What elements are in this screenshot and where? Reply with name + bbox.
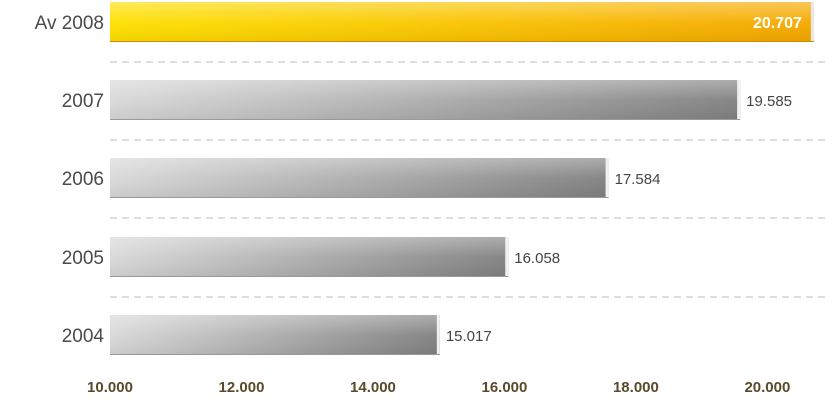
data-label: 16.058 bbox=[514, 250, 560, 267]
bar-shadow-edge bbox=[110, 41, 814, 42]
bars bbox=[110, 2, 814, 355]
data-label: 17.584 bbox=[615, 171, 661, 188]
bar-shadow-edge bbox=[110, 276, 509, 277]
labels: Av 2008 20.707 2007 19.585 2006 17.584 2005 16.… bbox=[35, 13, 802, 347]
bar-shadow-edge bbox=[110, 354, 440, 355]
bar-end-cap bbox=[737, 80, 741, 120]
x-axis: 10.000 12.000 14.000 16.000 18.000 20.000 bbox=[87, 379, 790, 396]
bar-gloss bbox=[110, 2, 814, 42]
x-tick-label: 20.000 bbox=[744, 379, 790, 396]
category-label: 2007 bbox=[62, 91, 104, 112]
bar-end-cap bbox=[505, 237, 509, 277]
category-label: 2006 bbox=[62, 169, 104, 190]
x-tick-label: 18.000 bbox=[613, 379, 659, 396]
x-tick-label: 14.000 bbox=[350, 379, 396, 396]
bar-shadow-edge bbox=[110, 197, 609, 198]
category-label: 2005 bbox=[62, 248, 104, 269]
bar-gloss bbox=[110, 80, 741, 120]
bar-gloss bbox=[110, 158, 609, 198]
bar-gloss bbox=[110, 237, 509, 277]
data-label: 15.017 bbox=[446, 328, 492, 345]
data-label: 19.585 bbox=[746, 93, 792, 110]
bar-end-cap bbox=[810, 2, 814, 42]
x-tick-label: 12.000 bbox=[219, 379, 265, 396]
category-label: Av 2008 bbox=[35, 13, 104, 34]
bar-end-cap bbox=[605, 158, 609, 198]
bar-shadow-edge bbox=[110, 119, 741, 120]
bar-end-cap bbox=[436, 315, 440, 355]
bar-gloss bbox=[110, 315, 440, 355]
data-label: 20.707 bbox=[753, 15, 802, 32]
x-tick-label: 16.000 bbox=[481, 379, 527, 396]
category-label: 2004 bbox=[62, 326, 105, 347]
x-tick-label: 10.000 bbox=[87, 379, 133, 396]
